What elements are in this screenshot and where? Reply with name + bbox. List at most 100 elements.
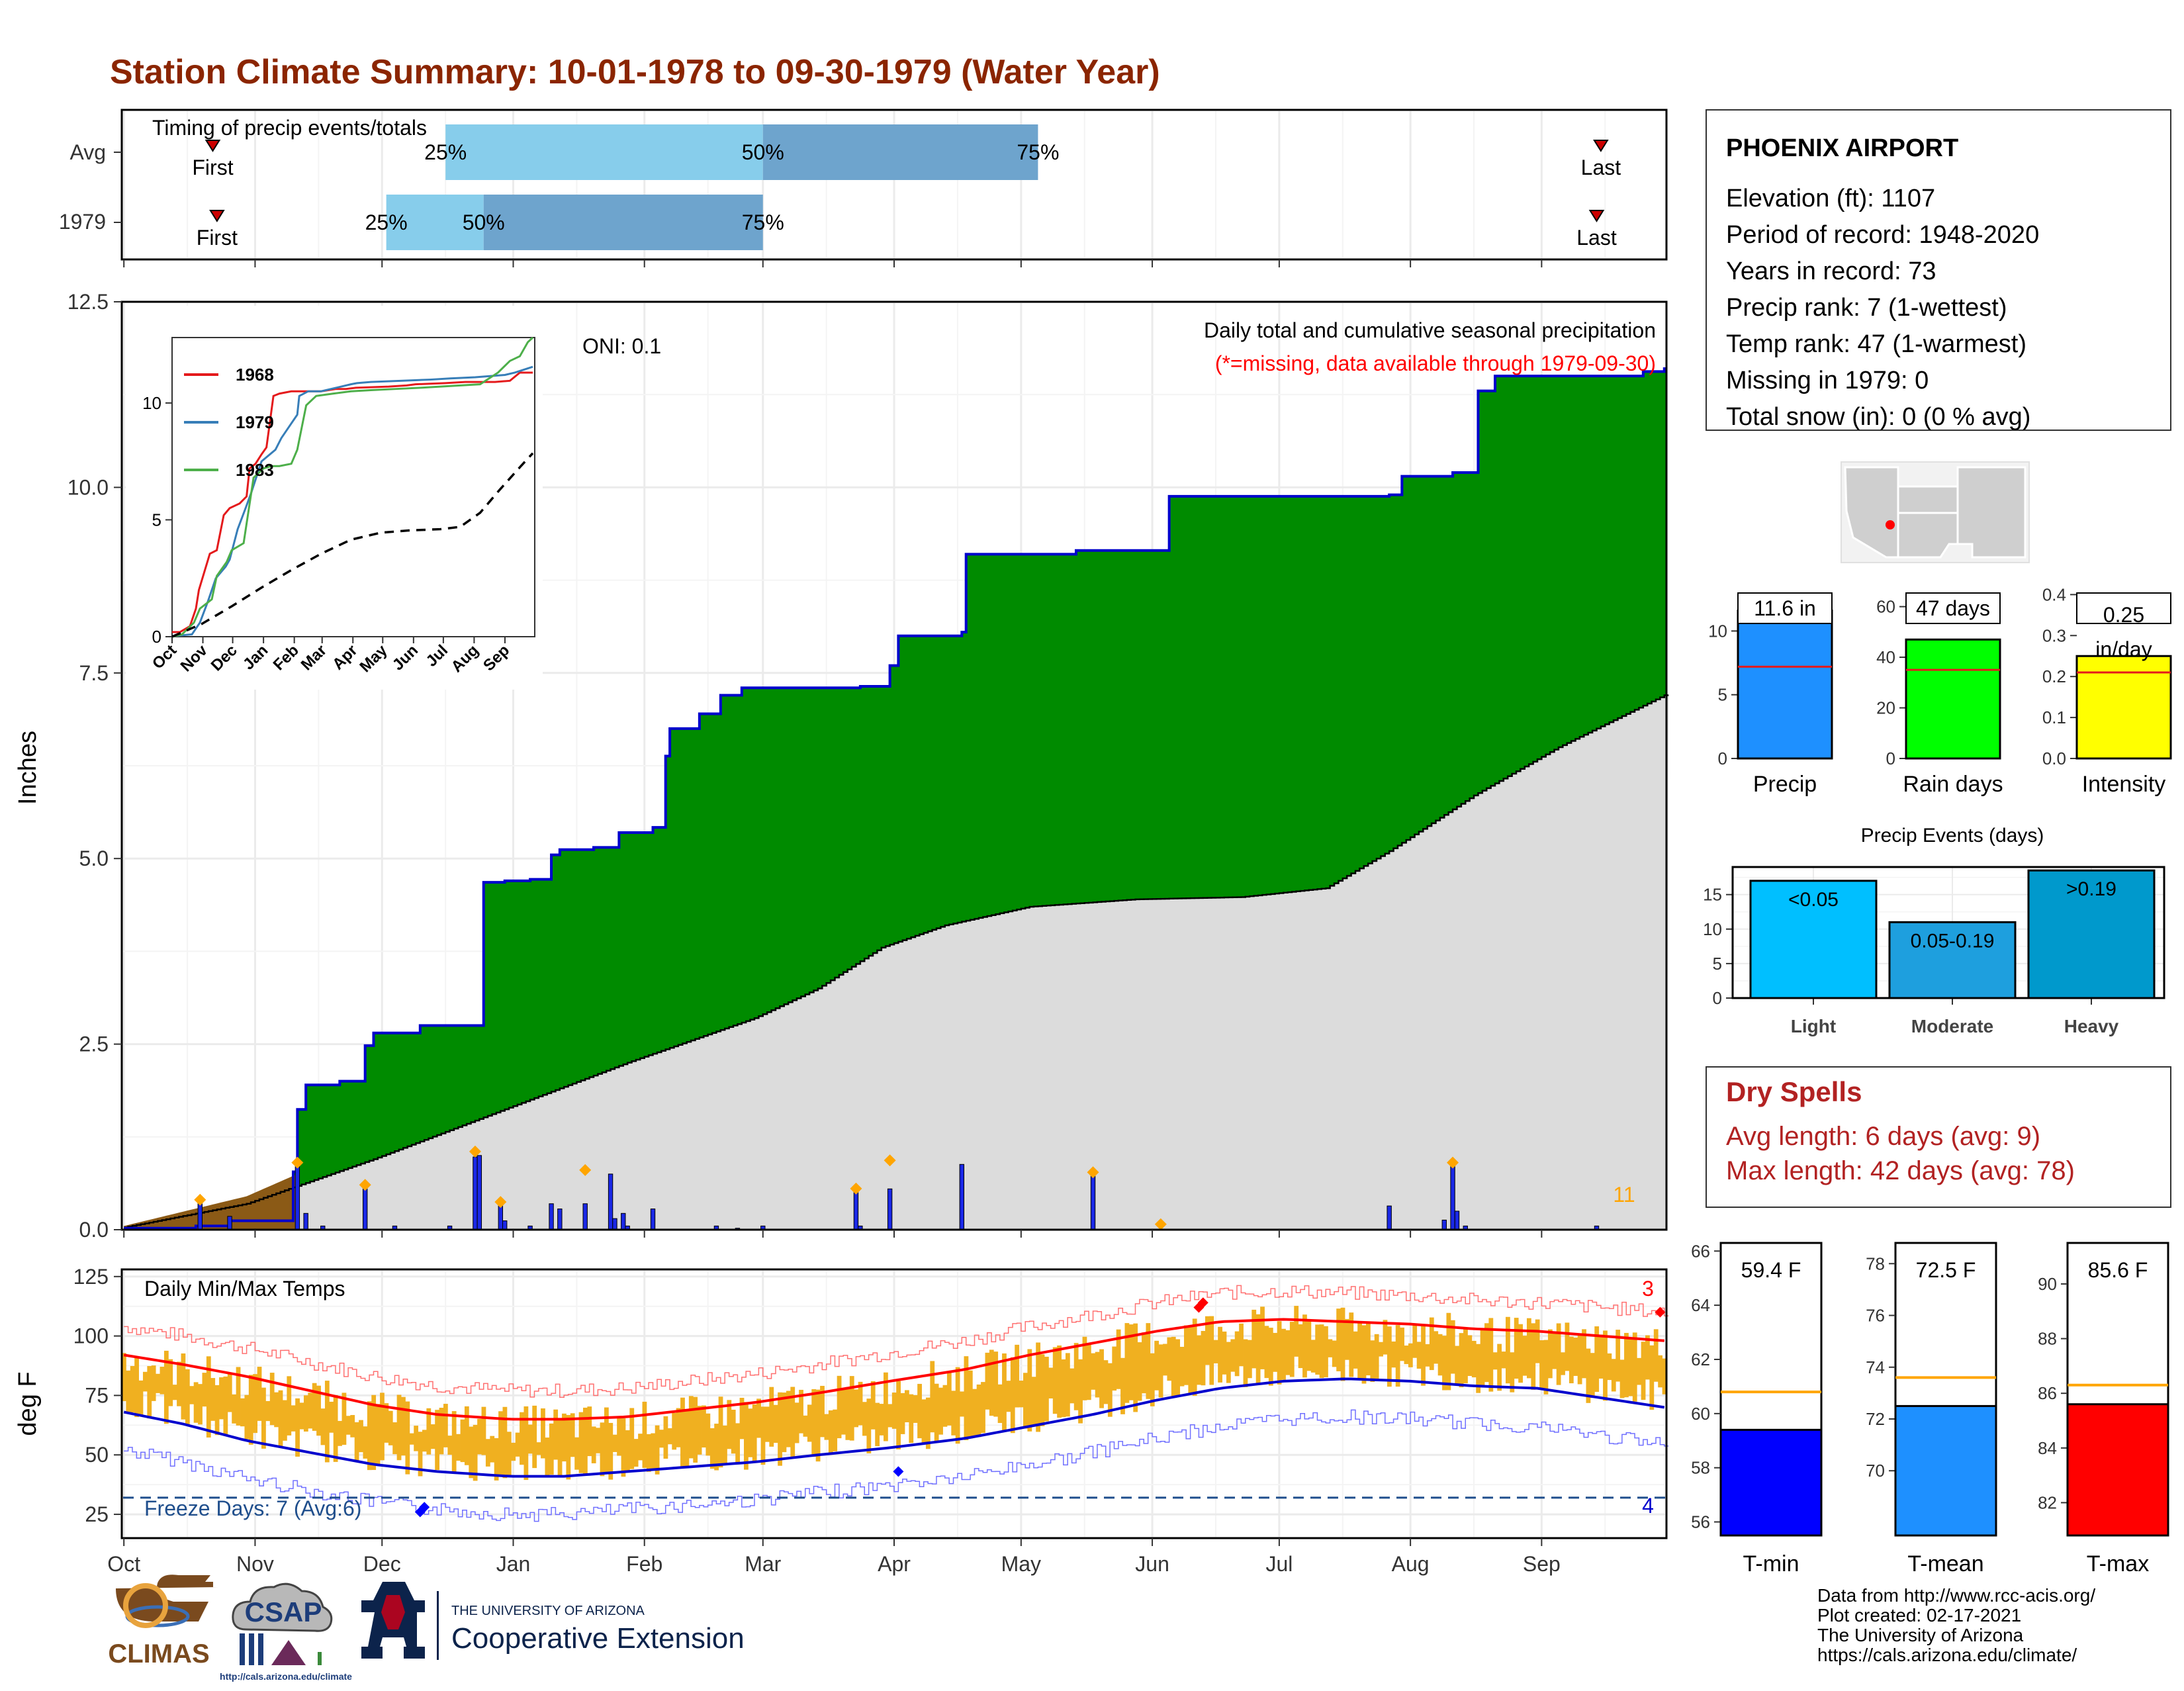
daily-temp-bar	[663, 1416, 668, 1459]
climas-logo: CLIMAS	[108, 1575, 218, 1668]
daily-temp-bar	[380, 1393, 385, 1461]
daily-temp-bar	[1086, 1344, 1091, 1400]
daily-temp-bar	[1192, 1318, 1197, 1396]
daily-temp-bar	[464, 1406, 469, 1465]
daily-temp-bar	[1036, 1342, 1041, 1432]
daily-temp-bar	[1547, 1329, 1553, 1379]
temp-summary-y-tick-label: 62	[1691, 1349, 1710, 1369]
daily-temp-bar	[278, 1390, 283, 1447]
daily-temp-bar	[527, 1424, 533, 1454]
daily-temp-bar	[1353, 1331, 1358, 1369]
daily-temp-bar	[1222, 1331, 1227, 1375]
daily-temp-bar	[633, 1439, 639, 1467]
daily-temp-bar	[566, 1415, 571, 1480]
daily-temp-bar	[1518, 1324, 1523, 1383]
timing-panel: Timing of precip events/totals Avg 1979 …	[59, 109, 1668, 267]
daily-temp-bar	[1285, 1330, 1291, 1375]
temp-summary-y-tick-label: 84	[2038, 1438, 2057, 1458]
daily-temp-bar	[1522, 1336, 1527, 1376]
daily-temp-bar	[1582, 1329, 1586, 1379]
daily-temp-bar	[244, 1394, 250, 1440]
daily-temp-bar	[1112, 1346, 1117, 1391]
summary-bar-rain-days	[1905, 638, 2001, 760]
daily-precip-bar	[227, 1216, 232, 1230]
extreme-event-marker	[850, 1182, 862, 1195]
events-y-tick-label: 5	[1713, 954, 1722, 974]
events-y-tick-label: 0	[1713, 988, 1722, 1008]
daily-temp-bar	[477, 1418, 482, 1455]
daily-temp-bar	[1015, 1344, 1020, 1408]
daily-temp-bar	[1594, 1326, 1600, 1393]
daily-temp-bar	[422, 1430, 427, 1452]
daily-temp-bar	[1365, 1322, 1371, 1376]
summary-y-tick-label: 40	[1876, 647, 1895, 667]
early-season-deficit-area	[124, 1173, 298, 1230]
daily-temp-bar	[1471, 1340, 1477, 1378]
daily-temp-bar	[1645, 1335, 1650, 1380]
daily-temp-bar	[557, 1419, 563, 1476]
daily-temp-bar	[960, 1391, 964, 1417]
csap-logo-text: CSAP	[245, 1596, 322, 1627]
daily-precip-bar	[612, 1218, 617, 1230]
daily-temp-bar	[443, 1404, 448, 1447]
daily-temp-bar	[1124, 1323, 1130, 1403]
temp-summary-bar-t-mean	[1894, 1404, 1997, 1537]
extreme-event-marker	[494, 1196, 507, 1209]
dry-spells-frame	[1706, 1066, 2171, 1208]
timing-labels: 25% 50% 75% First Last 25% 50% 75% First Last	[192, 140, 1621, 250]
daily-temp-bar	[655, 1425, 660, 1475]
daily-temp-bar	[430, 1424, 435, 1449]
daily-precip-bar	[959, 1164, 965, 1230]
daily-temp-bar	[1391, 1341, 1396, 1368]
daily-temp-bar	[1552, 1333, 1557, 1369]
dry-spells-box: Dry Spells Avg length: 6 days (avg: 9) M…	[1706, 1066, 2171, 1208]
station-info-line: Total snow (in): 0 (0 % avg)	[1726, 403, 2030, 431]
record-low-marker	[419, 1502, 430, 1513]
daily-precip-bar	[853, 1192, 859, 1230]
daily-temp-bar	[253, 1374, 258, 1434]
daily-temp-bar	[1002, 1353, 1007, 1432]
precip-panel: 0.0 2.5 5.0 7.5 10.0 12.5 Inches ONI: 0.1 Dai…	[14, 290, 1669, 1242]
daily-temp-bar	[506, 1432, 512, 1477]
daily-temp-bar	[181, 1353, 186, 1420]
timing-row-label-avg: Avg	[69, 140, 106, 164]
daily-temp-bar	[308, 1393, 313, 1429]
daily-temp-bar	[1019, 1381, 1024, 1408]
daily-temp-bar	[1484, 1323, 1489, 1383]
daily-temp-bar	[1218, 1326, 1222, 1383]
daily-temp-bar	[705, 1413, 711, 1456]
page-title: Station Climate Summary: 10-01-1978 to 0…	[110, 53, 1160, 91]
events-bar-light	[1749, 880, 1878, 999]
daily-temp-bar	[206, 1356, 211, 1438]
daily-temp-bar	[1598, 1334, 1604, 1379]
station-info-line: Missing in 1979: 0	[1726, 367, 1929, 394]
precip-y-tick-label: 12.5	[68, 290, 109, 314]
precip-y-axis-label: Inches	[14, 731, 42, 805]
daily-temp-bar	[972, 1389, 978, 1438]
csap-cloud	[232, 1582, 333, 1632]
daily-temp-bar	[900, 1393, 905, 1434]
daily-temp-bar	[168, 1359, 173, 1406]
summary-bar-label: Intensity	[2082, 772, 2166, 797]
daily-temp-bar	[1421, 1324, 1426, 1386]
daily-precip-bar	[557, 1209, 563, 1230]
precip-events-chart: Precip Events (days) <0.05 Light 0.05-0.19…	[1703, 825, 2165, 1036]
daily-temp-bar	[1073, 1343, 1079, 1410]
credit-line-2: Plot created: 02-17-2021	[1817, 1605, 2021, 1625]
daily-temp-bar	[1573, 1338, 1578, 1376]
daily-temp-bar	[549, 1423, 554, 1475]
daily-temp-bar	[1294, 1306, 1299, 1357]
daily-temp-bar	[921, 1399, 927, 1445]
csap-bar-3	[258, 1633, 263, 1665]
timing-last-marker	[1588, 210, 1605, 222]
daily-temp-bar	[917, 1383, 922, 1439]
daily-temp-bar	[570, 1413, 575, 1457]
timing-first-label: First	[192, 156, 233, 179]
daily-temp-bar	[1400, 1327, 1404, 1361]
inset-legend-label: 1968	[236, 365, 274, 385]
summary-y-tick-label: 10	[1708, 621, 1727, 641]
daily-temp-bar	[866, 1398, 872, 1453]
footer-credits: Data from http://www.rcc-acis.org/ Plot …	[1817, 1585, 2095, 1665]
